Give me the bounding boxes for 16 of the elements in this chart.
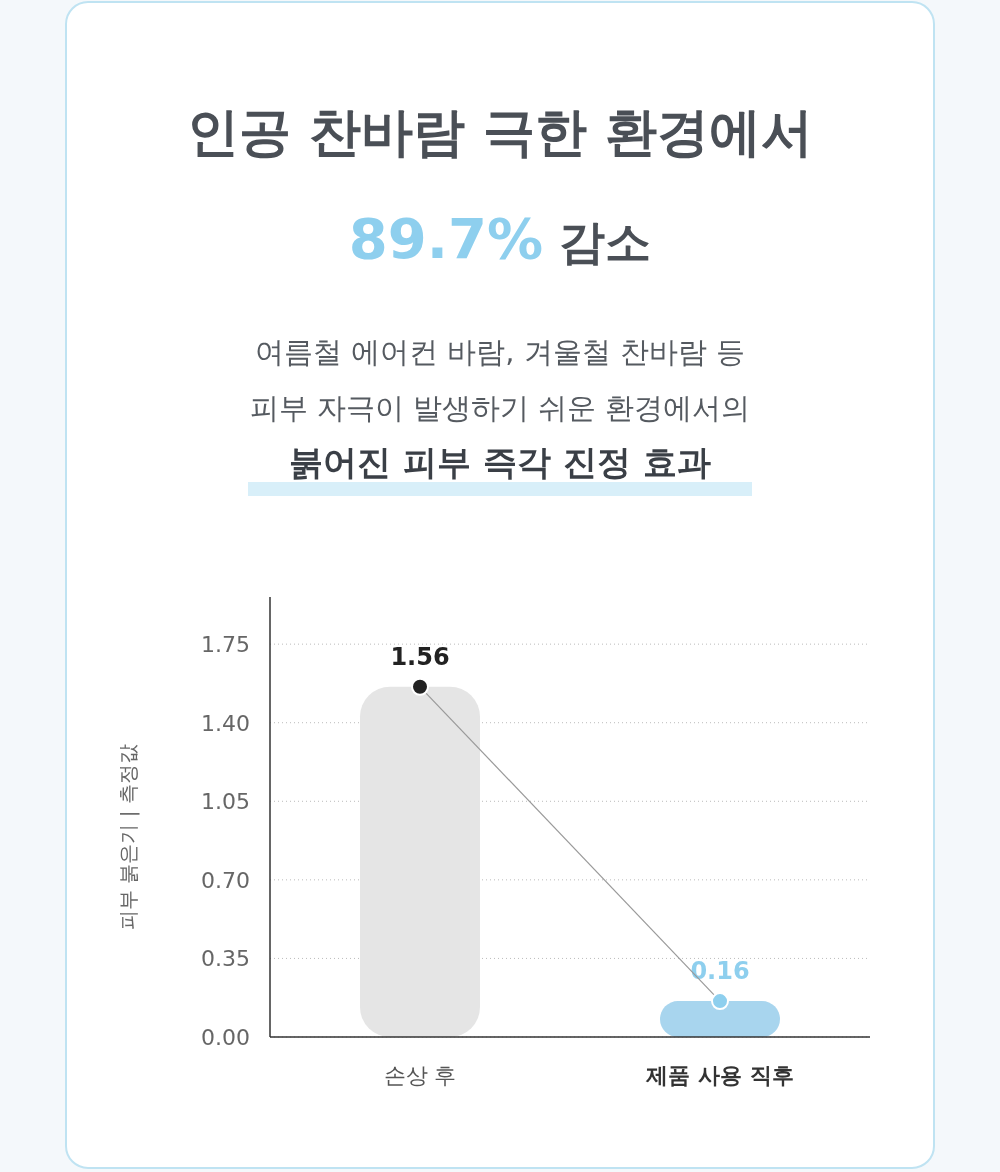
x-tick-label: 손상 후 (383, 1063, 457, 1088)
text: 피부 자극이 발생하기 쉬운 환경에서의 (249, 391, 751, 425)
x-tick-label: 제품 사용 직후 (645, 1063, 794, 1088)
y-axis-title: 피부 붉은기 | 측정값 (116, 744, 140, 930)
chart-title: 인공 찬바람 극한 환경에서 (186, 102, 814, 162)
y-tick-label: 0.70 (201, 867, 250, 893)
y-tick-label: 0.00 (201, 1025, 250, 1050)
text: 붉어진 피부 즉각 진정 효과 (289, 442, 711, 482)
data-label: 0.16 (690, 957, 750, 986)
chart-subtitle: 89.7% 감소 (348, 206, 652, 271)
y-tick-label: 1.75 (201, 632, 250, 658)
y-tick-label: 1.05 (201, 789, 250, 815)
data-label: 1.56 (390, 642, 450, 671)
text: 여름철 에어컨 바람, 겨울철 찬바람 등 (254, 335, 746, 369)
y-tick-label: 1.40 (201, 710, 250, 736)
y-tick-label: 0.35 (201, 946, 250, 972)
